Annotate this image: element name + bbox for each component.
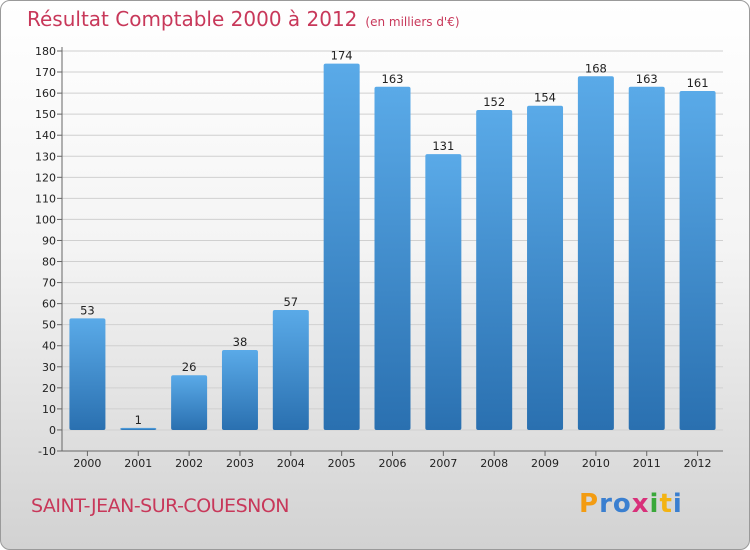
y-tick-label: 170 xyxy=(35,66,56,79)
bar xyxy=(679,91,716,430)
x-tick-label: 2004 xyxy=(277,457,305,470)
logo-letter: i xyxy=(649,489,660,519)
logo-letter: r xyxy=(599,489,613,519)
data-label: 38 xyxy=(233,335,248,349)
y-tick-label: 150 xyxy=(35,108,56,121)
proxiti-logo: Proxiti xyxy=(579,489,683,519)
y-tick-label: 110 xyxy=(35,192,56,205)
chart-title: Résultat Comptable 2000 à 2012 (en millie… xyxy=(27,7,460,31)
bar xyxy=(374,86,411,430)
y-tick-label: 180 xyxy=(35,45,56,58)
data-label: 131 xyxy=(432,139,454,153)
bar xyxy=(628,86,665,430)
y-tick-label: 70 xyxy=(42,277,56,290)
data-label: 53 xyxy=(80,303,95,317)
logo-letter: x xyxy=(631,489,650,519)
data-label: 152 xyxy=(483,95,505,109)
y-tick-label: 140 xyxy=(35,129,56,142)
city-name: SAINT-JEAN-SUR-COUESNON xyxy=(31,495,290,517)
bar xyxy=(221,349,258,430)
y-tick-label: 90 xyxy=(42,234,56,247)
x-tick-label: 2010 xyxy=(582,457,610,470)
logo-letter: o xyxy=(612,489,632,519)
data-label: 1 xyxy=(135,413,142,427)
x-tick-label: 2000 xyxy=(73,457,101,470)
bar xyxy=(476,109,513,430)
bar xyxy=(577,76,614,430)
chart-subtitle: (en milliers d'€) xyxy=(365,15,460,29)
bar xyxy=(425,154,462,430)
y-tick-label: 0 xyxy=(49,424,56,437)
bars xyxy=(69,63,716,430)
x-tick-label: 2008 xyxy=(480,457,508,470)
x-tick-label: 2003 xyxy=(226,457,254,470)
x-tick-label: 2001 xyxy=(124,457,152,470)
y-tick-label: 100 xyxy=(35,213,56,226)
x-tick-label: 2009 xyxy=(531,457,559,470)
x-axis-ticks: 2000 2001 2002 2003 2004 2005 2006 2007 2008 2009… xyxy=(73,451,712,470)
x-tick-label: 2011 xyxy=(633,457,661,470)
bar xyxy=(323,63,360,430)
data-label: 168 xyxy=(585,61,607,75)
value-labels: 53 1 26 38 57 174 163 131 152 154 168 163 161 xyxy=(80,49,708,427)
x-tick-label: 2002 xyxy=(175,457,203,470)
bar xyxy=(120,427,157,430)
bar xyxy=(272,309,309,430)
x-tick-label: 2006 xyxy=(379,457,407,470)
y-tick-label: -10 xyxy=(38,445,56,458)
x-tick-label: 2007 xyxy=(429,457,457,470)
y-tick-label: 40 xyxy=(42,340,56,353)
axes xyxy=(61,47,723,452)
y-tick-label: 130 xyxy=(35,150,56,163)
logo-letter: t xyxy=(659,489,673,519)
bar xyxy=(171,375,208,430)
title-text: Résultat Comptable 2000 à 2012 xyxy=(27,7,358,31)
y-tick-label: 10 xyxy=(42,403,56,416)
data-label: 163 xyxy=(382,72,404,86)
bar xyxy=(527,105,564,430)
logo-letter: i xyxy=(672,489,683,519)
data-label: 161 xyxy=(687,76,709,90)
y-tick-label: 160 xyxy=(35,87,56,100)
bar xyxy=(69,318,106,430)
data-label: 26 xyxy=(182,360,197,374)
x-tick-label: 2005 xyxy=(328,457,356,470)
data-label: 174 xyxy=(331,49,353,63)
logo-letter: P xyxy=(579,489,600,519)
y-axis-ticks: -10 0 10 20 30 40 50 60 70 80 90 100 110 120 130 140 150… xyxy=(35,45,62,458)
data-label: 154 xyxy=(534,91,556,105)
data-label: 57 xyxy=(283,295,298,309)
y-tick-label: 80 xyxy=(42,256,56,269)
data-label: 163 xyxy=(636,72,658,86)
y-tick-label: 20 xyxy=(42,382,56,395)
x-tick-label: 2012 xyxy=(684,457,712,470)
y-tick-label: 120 xyxy=(35,171,56,184)
y-tick-label: 60 xyxy=(42,298,56,311)
y-tick-label: 50 xyxy=(42,319,56,332)
y-tick-label: 30 xyxy=(42,361,56,374)
